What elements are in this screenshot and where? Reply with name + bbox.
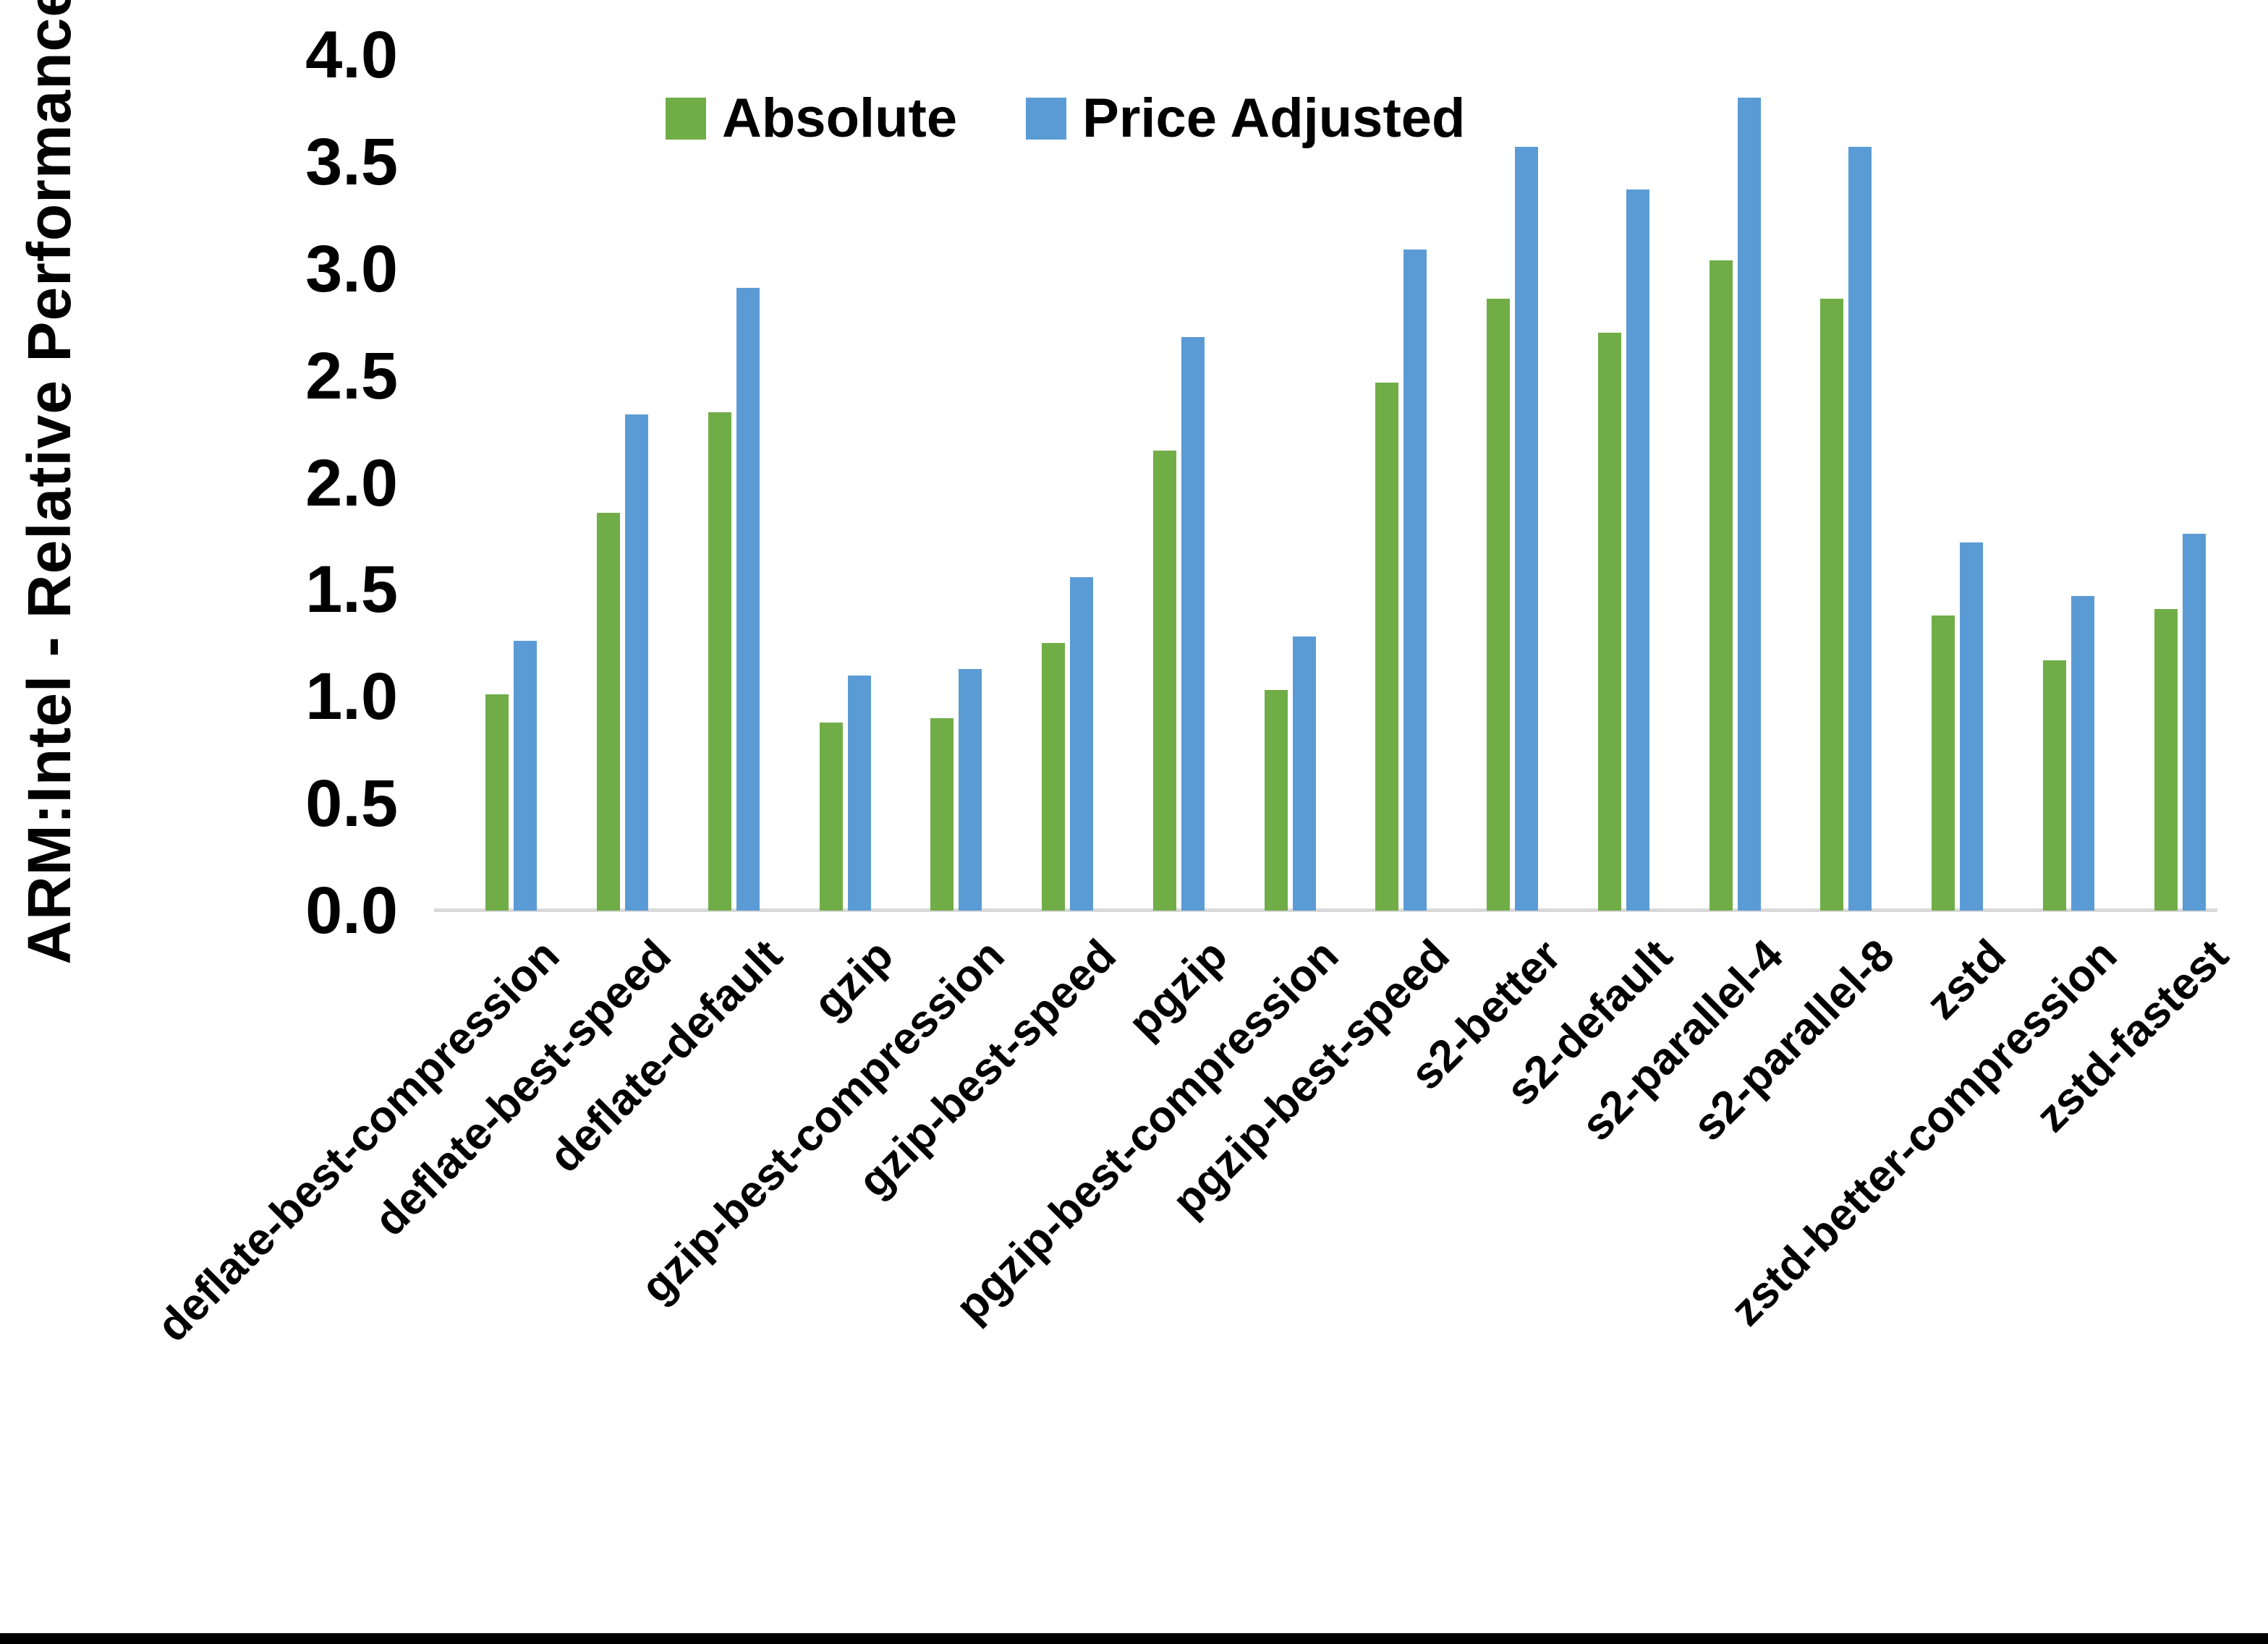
bar-absolute (1597, 333, 1621, 911)
bar-group: pgzip-best-speed (1163, 55, 1459, 1226)
bar-group: gzip (789, 55, 903, 1029)
y-tick-label: 3.0 (305, 231, 398, 306)
bar-absolute (2154, 609, 2178, 911)
y-tick-label: 0.5 (305, 767, 398, 841)
bar-price-adjusted (1515, 147, 1539, 911)
bar-group: gzip-best-compression (632, 55, 1014, 1313)
bar-price-adjusted (1181, 337, 1205, 911)
bar-absolute (1375, 382, 1399, 911)
y-tick-label: 2.5 (305, 338, 398, 413)
bar-absolute (1820, 299, 1844, 911)
bar-absolute (708, 412, 731, 911)
legend-item-absolute: Absolute (666, 87, 957, 150)
legend-label-price-adjusted: Price Adjusted (1082, 88, 1466, 149)
bar-absolute (1709, 260, 1733, 911)
plot-area: deflate-best-compression deflate-best-spe… (148, 55, 2238, 1351)
bar-group: deflate-default (540, 55, 791, 1183)
bar-price-adjusted (1070, 576, 1094, 911)
bar-group: zstd (1902, 55, 2016, 1029)
y-tick-label: 2.0 (305, 446, 398, 520)
bar-price-adjusted (625, 414, 649, 911)
bar-price-adjusted (959, 668, 982, 911)
legend-label-absolute: Absolute (722, 88, 958, 149)
bar-price-adjusted (1737, 98, 1761, 911)
bar-price-adjusted (1960, 542, 1984, 911)
y-tick-label: 3.5 (305, 124, 398, 199)
bar-group: pgzip-best-compression (946, 55, 1348, 1332)
bar-group: zstd-fastest (2026, 55, 2238, 1142)
bar-group: s2-parallel-4 (1572, 55, 1793, 1151)
bar-price-adjusted (1403, 250, 1427, 911)
bar-price-adjusted (2070, 596, 2094, 911)
bar-group: s2-default (1496, 55, 1681, 1115)
bar-price-adjusted (1626, 189, 1649, 911)
y-axis-title-text: ARM:Intel - Relative Performance (14, 0, 83, 965)
bar-group: s2-parallel-8 (1683, 55, 1904, 1151)
bar-price-adjusted (847, 675, 871, 911)
bar-group: deflate-best-speed (365, 55, 681, 1245)
y-tick-label: 0.0 (305, 874, 398, 947)
x-axis-label: gzip (804, 930, 904, 1029)
y-tick-label: 1.5 (305, 553, 398, 627)
legend-swatch-absolute (666, 97, 706, 140)
bar-group: s2-better (1401, 55, 1571, 1099)
bar-group: pgzip (1118, 55, 1236, 1048)
x-axis-label: deflate-best-compression (148, 930, 569, 1352)
bar-absolute (1932, 615, 1955, 911)
x-axis-label: s2-parallel-8 (1683, 930, 1904, 1151)
bar-absolute (1264, 690, 1288, 911)
bar-absolute (930, 717, 954, 911)
bar-group: deflate-best-compression (148, 55, 569, 1351)
screenshot-bottom-border (0, 1633, 2268, 1644)
bar-price-adjusted (2182, 534, 2206, 911)
bar-absolute (485, 694, 509, 911)
bar-price-adjusted (514, 641, 538, 911)
bar-absolute (1152, 451, 1176, 911)
bar-absolute (819, 722, 843, 911)
bar-price-adjusted (736, 288, 760, 911)
bar-price-adjusted (1848, 147, 1872, 911)
bar-absolute (2042, 660, 2066, 911)
y-tick-label: 1.0 (305, 660, 398, 734)
legend-swatch-price-adjusted (1026, 97, 1067, 140)
bar-absolute (1042, 643, 1066, 911)
x-axis-label: zstd (1916, 930, 2016, 1029)
bar-group: gzip-best-speed (849, 55, 1126, 1207)
y-axis-title: ARM:Intel - Relative Performance (6, 0, 93, 965)
bar-price-adjusted (1292, 636, 1316, 911)
bar-group: zstd-better-compression (1721, 55, 2126, 1336)
y-tick-label: 4.0 (305, 18, 398, 92)
bar-absolute (597, 512, 621, 911)
bar-absolute (1487, 299, 1511, 911)
legend-item-price-adjusted: Price Adjusted (1026, 87, 1465, 150)
x-axis-line (434, 908, 2217, 912)
legend: Absolute Price Adjusted (666, 87, 1465, 150)
